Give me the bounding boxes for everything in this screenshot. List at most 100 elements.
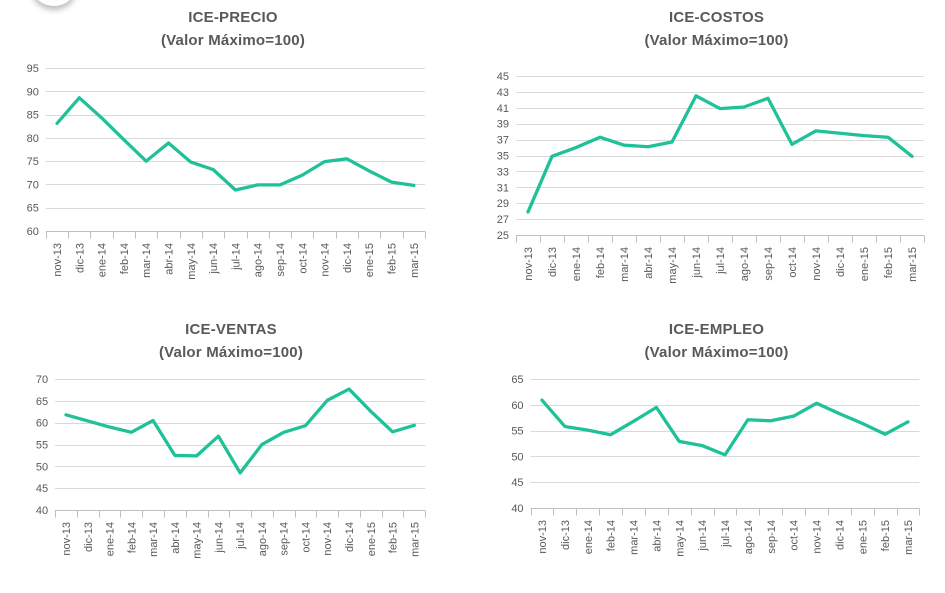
plot-area: 95 90 85 80 75 70 65 60 nov-13 dic-13 ene-14 feb-14… [27, 63, 426, 280]
x-tick-label: oct-14 [297, 243, 309, 274]
x-tick-label: feb-14 [119, 243, 131, 274]
y-tick-label: 29 [497, 198, 509, 210]
x-tick-label: mar-14 [148, 522, 160, 557]
x-tick-label: feb-15 [883, 247, 895, 278]
chart-subtitle: (Valor Máximo=100) [644, 32, 789, 49]
line-chart-ice-costos: 45 43 41 39 37 35 33 31 29 27 25 nov-13 dic-13 ene-14… [497, 71, 925, 284]
y-tick-label: 75 [27, 156, 39, 168]
x-tick-label: mar-15 [903, 520, 915, 555]
chart-title: ICE-PRECIO [188, 9, 278, 26]
chart-title: ICE-EMPLEO [668, 321, 765, 338]
x-tick-label: oct-14 [789, 520, 801, 551]
y-tick-label: 70 [36, 374, 48, 386]
x-tick-label: mar-15 [409, 522, 421, 557]
x-tick-label: jul-14 [720, 520, 732, 548]
x-tick-label: ene-15 [857, 520, 869, 554]
x-tick-label: may-14 [186, 243, 198, 280]
chart-ice-ventas: ICE-VENTAS (Valor Máximo=100) 70 65 60 55 50… [0, 300, 472, 593]
y-tick-label: 27 [497, 214, 509, 226]
x-tick-label: dic-13 [83, 522, 95, 552]
x-tick-label: ene-14 [571, 247, 583, 281]
x-tick-label: abr-14 [170, 522, 182, 554]
x-tick-label: ene-14 [97, 243, 109, 277]
chart-title: ICE-VENTAS [185, 321, 277, 338]
x-tick-label: oct-14 [787, 247, 799, 278]
x-tick-label: feb-15 [880, 520, 892, 551]
y-tick-label: 80 [27, 133, 39, 145]
y-tick-label: 25 [497, 230, 509, 242]
x-tick-label: jun-14 [208, 243, 220, 275]
line-chart-ice-ventas: 70 65 60 55 50 45 40 nov-13 dic-13 ene-14 feb-14 ma… [36, 374, 426, 559]
chart-subtitle: (Valor Máximo=100) [158, 344, 304, 361]
x-tick-label: jul-14 [235, 522, 247, 550]
y-tick-label: 55 [36, 440, 48, 452]
x-tick-label: nov-13 [523, 247, 535, 281]
y-tick-label: 43 [497, 87, 509, 99]
y-tick-label: 85 [27, 110, 39, 122]
x-tick-label: feb-14 [606, 520, 618, 551]
x-tick-label: feb-14 [126, 522, 138, 553]
y-tick-label: 70 [27, 179, 39, 191]
y-tick-label: 95 [27, 63, 39, 75]
x-tick-label: jul-14 [230, 243, 242, 271]
x-tick-label: dic-13 [74, 243, 86, 273]
x-tick-label: nov-13 [52, 243, 64, 277]
x-tick-label: ene-14 [583, 520, 595, 554]
y-tick-label: 50 [36, 461, 48, 473]
y-tick-label: 41 [497, 103, 509, 115]
x-tick-label: jun-14 [697, 520, 709, 552]
series-line [64, 387, 416, 475]
x-tick-label: feb-14 [595, 247, 607, 278]
x-tick-label: may-14 [674, 520, 686, 557]
x-tick-label: sep-14 [279, 522, 291, 556]
x-tick-label: ago-14 [253, 243, 265, 277]
series-line [540, 398, 910, 457]
y-tick-label: 45 [511, 477, 523, 489]
y-tick-label: 55 [511, 426, 523, 438]
x-tick-label: mar-14 [619, 247, 631, 282]
x-tick-label: may-14 [192, 522, 204, 559]
x-tick-label: jul-14 [715, 247, 727, 275]
x-tick-label: sep-14 [275, 243, 287, 277]
x-tick-label: ene-14 [105, 522, 117, 556]
x-tick-label: mar-14 [629, 520, 641, 555]
x-tick-label: mar-14 [141, 243, 153, 278]
x-tick-label: dic-14 [834, 520, 846, 550]
series-line [55, 96, 416, 192]
chart-ice-costos: ICE-COSTOS (Valor Máximo=100) 45 43 41 39 37… [472, 0, 945, 300]
x-tick-label: nov-14 [320, 243, 332, 277]
y-tick-label: 45 [497, 71, 509, 83]
x-tick-label: may-14 [667, 247, 679, 284]
x-tick-label: ago-14 [743, 520, 755, 554]
y-tick-label: 65 [27, 203, 39, 215]
series-line [526, 94, 914, 214]
x-tick-label: sep-14 [766, 520, 778, 554]
chart-ice-precio: ICE-PRECIO (Valor Máximo=100) 95 90 85 80 75… [0, 0, 472, 300]
x-tick-label: oct-14 [300, 522, 312, 553]
y-tick-label: 65 [36, 396, 48, 408]
x-tick-label: mar-15 [409, 243, 421, 278]
x-tick-label: abr-14 [651, 520, 663, 552]
chart-subtitle: (Valor Máximo=100) [644, 344, 789, 361]
y-tick-label: 90 [27, 86, 39, 98]
y-tick-label: 45 [36, 483, 48, 495]
chart-subtitle: (Valor Máximo=100) [160, 32, 306, 49]
x-tick-label: ene-15 [859, 247, 871, 281]
x-tick-label: jun-14 [213, 522, 225, 554]
plot-area: 45 43 41 39 37 35 33 31 29 27 25 nov-13 dic-13 ene-14… [497, 71, 925, 284]
x-tick-label: ago-14 [257, 522, 269, 556]
x-tick-label: sep-14 [763, 247, 775, 281]
x-tick-label: feb-15 [388, 522, 400, 553]
y-tick-label: 60 [511, 400, 523, 412]
x-tick-label: dic-14 [344, 522, 356, 552]
y-tick-label: 35 [497, 151, 509, 163]
y-tick-label: 60 [27, 226, 39, 238]
plot-area: 70 65 60 55 50 45 40 nov-13 dic-13 ene-14 feb-14 ma… [36, 374, 426, 559]
x-tick-label: dic-14 [835, 247, 847, 277]
plot-area: 65 60 55 50 45 40 nov-13 dic-13 ene-14 feb-14 mar-… [511, 374, 920, 557]
x-tick-label: nov-13 [61, 522, 73, 556]
y-tick-label: 39 [497, 119, 509, 131]
y-tick-label: 33 [497, 166, 509, 178]
